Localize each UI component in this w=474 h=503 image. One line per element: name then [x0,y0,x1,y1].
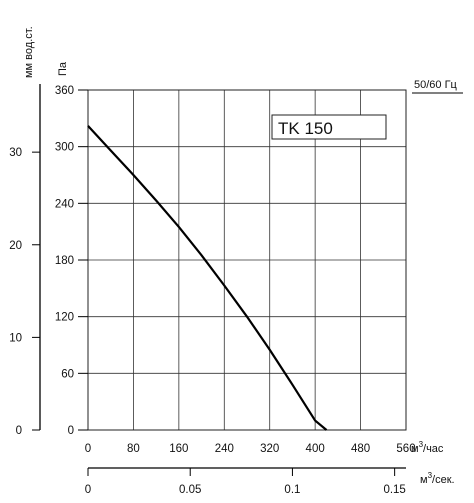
x-tick-labels: 0 80 160 240 320 400 480 560 [85,443,416,455]
x2-tick-label: 0.1 [284,484,300,496]
y2-unit-label: мм вод.ст. [23,26,35,78]
x-tick-label: 160 [169,443,188,455]
secondary-y-axis: 0 10 20 30 [9,84,41,437]
y-unit-label: Па [57,61,69,76]
y-tick-label: 60 [61,368,74,380]
y-tick-labels: 0 60 120 180 240 300 360 [55,85,88,437]
grid [87,89,407,431]
y2-tick-label: 0 [16,425,22,437]
model-label: TK 150 [278,119,333,138]
y2-tick-label: 10 [9,332,22,344]
y-tick-label: 360 [55,85,74,97]
x2-tick-label: 0.05 [179,484,201,496]
performance-curve [87,125,328,431]
x-tick-label: 560 [396,443,415,455]
x2-tick-label: 0.15 [383,484,405,496]
y-tick-label: 180 [55,255,74,267]
x-tick-label: 0 [85,443,91,455]
frequency-label: 50/60 Гц [414,79,458,91]
x-tick-label: 320 [260,443,279,455]
x-tick-label: 80 [127,443,140,455]
y-tick-label: 120 [55,312,74,324]
curve-layer [87,125,328,431]
secondary-x-axis: 0 0.05 0.1 0.15 [85,467,406,496]
x-tick-label: 400 [306,443,325,455]
model-label-box [271,114,387,140]
x-tick-label: 480 [351,443,370,455]
x2-tick-label: 0 [85,484,91,496]
y-tick-label: 0 [68,425,74,437]
y-tick-label: 300 [55,142,74,154]
x-tick-label: 240 [215,443,234,455]
y2-tick-label: 20 [9,240,22,252]
x2-unit-label: м3/сек. [420,471,455,486]
y-tick-label: 240 [55,198,74,210]
x-unit-label: м3/час [411,440,444,455]
y2-tick-label: 30 [9,147,22,159]
